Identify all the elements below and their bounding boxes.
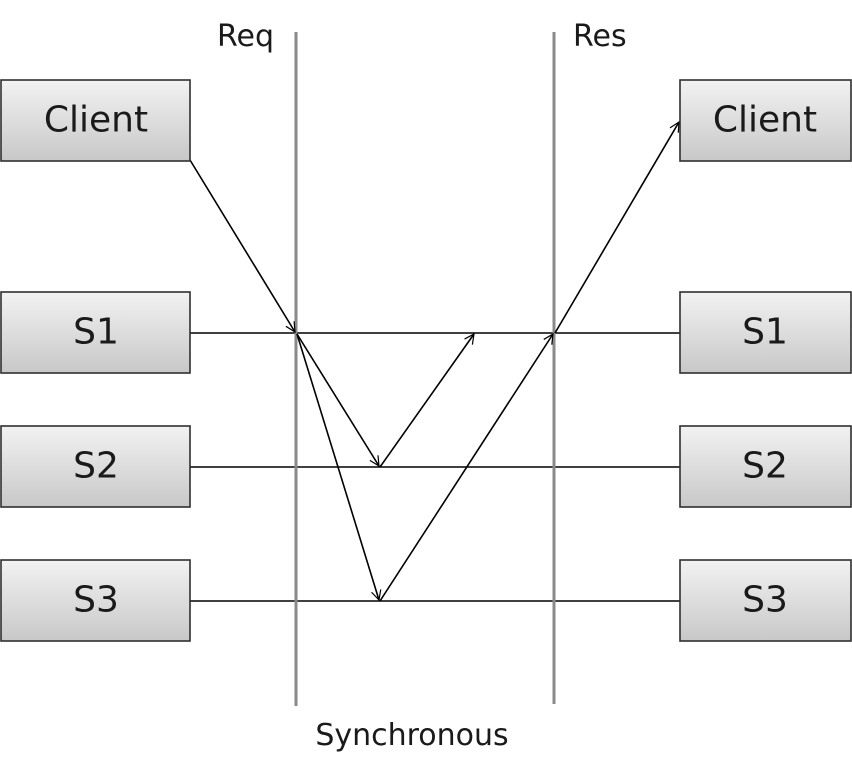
right-node-s2-label: S2 [742,446,788,487]
diagram-caption: Synchronous [315,718,508,753]
arrow-s2-to-s1 [379,334,474,468]
left-node-client-label: Client [44,100,148,141]
right-node-s1: S1 [679,291,852,374]
arrow-s1-to-s3 [296,333,379,600]
right-node-s3: S3 [679,559,852,642]
right-node-client-label: Client [713,100,817,141]
left-node-s1: S1 [0,291,191,374]
response-phase-label: Res [573,19,627,54]
right-node-s2: S2 [679,425,852,508]
request-phase-label: Req [217,19,274,54]
arrow-s3-to-s1 [379,334,553,602]
right-node-s3-label: S3 [742,580,788,621]
left-node-s2-label: S2 [73,446,119,487]
right-node-client: Client [679,79,852,162]
right-node-s1-label: S1 [742,312,788,353]
left-node-s3-label: S3 [73,580,119,621]
left-node-client: Client [0,79,191,162]
left-node-s3: S3 [0,559,191,642]
arrow-s1-to-s2 [296,333,379,466]
arrow-s1-to-client [554,122,680,334]
left-node-s2: S2 [0,425,191,508]
arrow-client-to-s1 [189,159,295,332]
left-node-s1-label: S1 [73,312,119,353]
